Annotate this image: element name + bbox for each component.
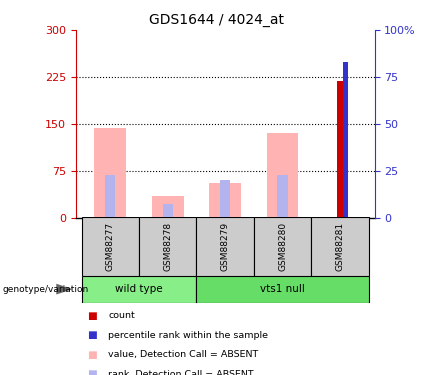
Bar — [81, 276, 197, 303]
Text: rank, Detection Call = ABSENT: rank, Detection Call = ABSENT — [108, 370, 254, 375]
Bar — [152, 196, 184, 217]
Text: ■: ■ — [87, 330, 97, 340]
Text: GSM88278: GSM88278 — [163, 222, 172, 271]
Bar — [311, 217, 369, 276]
Bar — [105, 175, 116, 217]
Bar — [254, 217, 311, 276]
Text: percentile rank within the sample: percentile rank within the sample — [108, 331, 268, 340]
Bar — [220, 180, 230, 218]
Text: genotype/variation: genotype/variation — [2, 285, 88, 294]
Text: vts1 null: vts1 null — [260, 284, 305, 294]
Text: ■: ■ — [87, 369, 97, 375]
Text: GSM88279: GSM88279 — [221, 222, 229, 271]
Text: GSM88277: GSM88277 — [106, 222, 115, 271]
Bar — [210, 183, 241, 218]
Bar — [278, 175, 288, 217]
Text: value, Detection Call = ABSENT: value, Detection Call = ABSENT — [108, 350, 259, 359]
Bar — [336, 81, 343, 218]
Bar — [197, 217, 254, 276]
Bar — [267, 133, 298, 218]
Polygon shape — [56, 284, 73, 294]
Text: count: count — [108, 311, 135, 320]
Text: ■: ■ — [87, 350, 97, 360]
Bar — [343, 62, 349, 217]
Bar — [139, 217, 197, 276]
Bar — [94, 128, 126, 217]
Text: ■: ■ — [87, 311, 97, 321]
Text: wild type: wild type — [115, 284, 163, 294]
Text: GSM88280: GSM88280 — [278, 222, 287, 271]
Text: GDS1644 / 4024_at: GDS1644 / 4024_at — [149, 13, 284, 27]
Bar — [197, 276, 369, 303]
Text: GSM88281: GSM88281 — [336, 222, 345, 271]
Bar — [162, 204, 173, 218]
Bar — [81, 217, 139, 276]
